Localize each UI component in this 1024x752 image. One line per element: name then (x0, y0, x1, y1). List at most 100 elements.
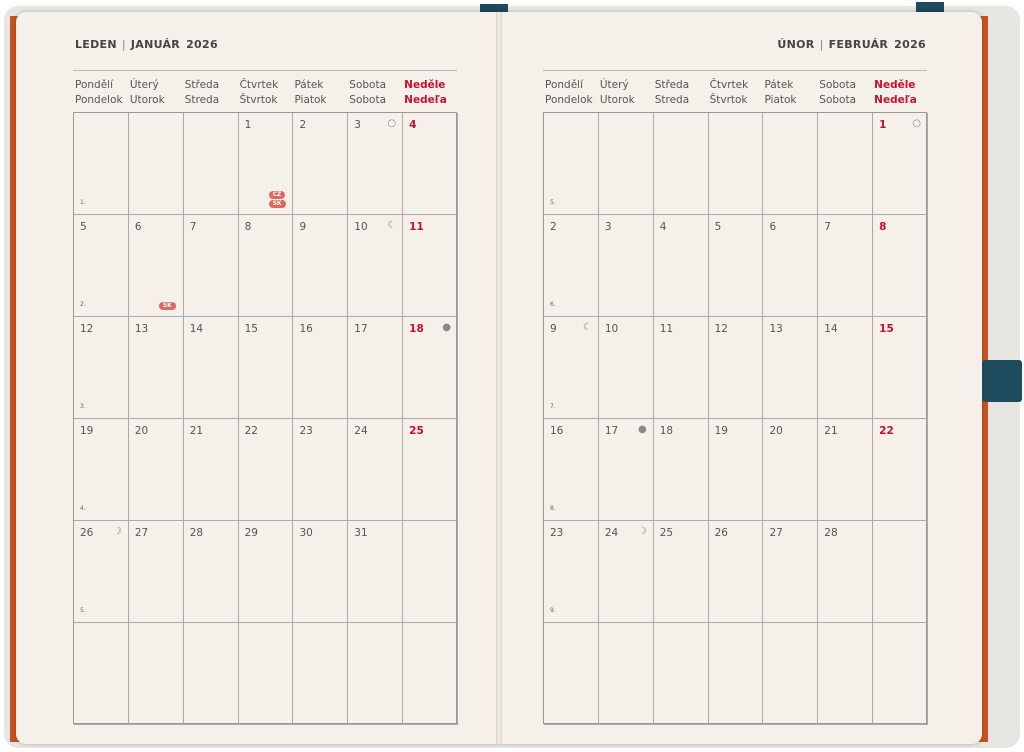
day-cell[interactable]: 1. (74, 113, 129, 215)
day-cell[interactable]: 2 (293, 113, 349, 215)
day-cell[interactable]: 18 (653, 419, 709, 521)
day-cell[interactable]: 10 ☾ (348, 215, 404, 317)
day-cell[interactable] (708, 113, 764, 215)
day-number: 13 (769, 323, 783, 335)
day-cell[interactable]: 12 (708, 317, 764, 419)
holiday-badge: CZ (268, 191, 286, 199)
day-cell[interactable]: 21 (818, 419, 874, 521)
day-cell[interactable]: 17 ● (598, 419, 654, 521)
month-title: LEDEN | JANUÁR 2026 (75, 38, 218, 51)
day-cell[interactable]: 27 (763, 521, 819, 623)
day-cell[interactable] (183, 113, 239, 215)
day-cell[interactable] (293, 623, 349, 725)
weekday-header: Neděle Nedeľa (874, 78, 929, 108)
day-cell[interactable]: 8 (873, 215, 929, 317)
day-cell[interactable] (128, 623, 184, 725)
header-rule (73, 70, 457, 71)
day-cell[interactable] (128, 113, 184, 215)
day-cell[interactable] (763, 623, 819, 725)
day-cell[interactable]: 3 (598, 215, 654, 317)
day-cell[interactable]: 9 ☾ 7. (544, 317, 599, 419)
day-cell[interactable]: 21 (183, 419, 239, 521)
day-cell[interactable]: 7 (818, 215, 874, 317)
day-cell[interactable]: 16 (293, 317, 349, 419)
day-cell[interactable]: 10 (598, 317, 654, 419)
day-cell[interactable] (74, 623, 129, 725)
day-cell[interactable] (873, 623, 929, 725)
day-cell[interactable] (238, 623, 294, 725)
day-cell[interactable]: 26 ☽ 5. (74, 521, 129, 623)
day-cell[interactable]: 13 (763, 317, 819, 419)
day-cell[interactable]: 20 (763, 419, 819, 521)
day-cell[interactable]: 29 (238, 521, 294, 623)
day-cell[interactable]: 25 (403, 419, 459, 521)
day-number: 11 (659, 323, 674, 335)
day-cell[interactable] (653, 623, 709, 725)
day-cell[interactable] (183, 623, 239, 725)
day-number: 8 (879, 221, 887, 233)
day-cell[interactable]: 15 (873, 317, 929, 419)
day-cell[interactable] (873, 521, 929, 623)
day-cell[interactable] (598, 623, 654, 725)
day-cell[interactable]: 25 (653, 521, 709, 623)
day-number: 28 (189, 527, 204, 539)
day-cell[interactable]: 23 (293, 419, 349, 521)
day-cell[interactable]: 16 8. (544, 419, 599, 521)
day-number: 6 (769, 221, 777, 233)
day-cell[interactable]: 2 6. (544, 215, 599, 317)
day-cell[interactable]: 5 (708, 215, 764, 317)
day-cell[interactable]: 24 ☽ (598, 521, 654, 623)
day-cell[interactable]: 6 SK (128, 215, 184, 317)
day-cell[interactable]: 20 (128, 419, 184, 521)
day-cell[interactable] (544, 623, 599, 725)
day-cell[interactable]: 14 (183, 317, 239, 419)
day-cell[interactable]: 13 (128, 317, 184, 419)
day-cell[interactable]: 28 (818, 521, 874, 623)
day-cell[interactable] (818, 623, 874, 725)
day-cell[interactable]: 28 (183, 521, 239, 623)
day-cell[interactable]: 9 (293, 215, 349, 317)
day-cell[interactable]: 11 (403, 215, 459, 317)
day-cell[interactable]: 1 CZ SK (238, 113, 294, 215)
day-cell[interactable]: 6 (763, 215, 819, 317)
day-cell[interactable]: 4 (403, 113, 459, 215)
day-cell[interactable]: 24 (348, 419, 404, 521)
day-cell[interactable]: 5 2. (74, 215, 129, 317)
day-cell[interactable] (818, 113, 874, 215)
day-cell[interactable]: 19 (708, 419, 764, 521)
day-cell[interactable]: 15 (238, 317, 294, 419)
day-cell[interactable]: 22 (873, 419, 929, 521)
day-cell[interactable]: 12 3. (74, 317, 129, 419)
day-cell[interactable]: 5. (544, 113, 599, 215)
day-cell[interactable]: 4 (653, 215, 709, 317)
day-cell[interactable]: 3 ○ (348, 113, 404, 215)
day-cell[interactable]: 30 (293, 521, 349, 623)
day-cell[interactable]: 22 (238, 419, 294, 521)
day-cell[interactable]: 27 (128, 521, 184, 623)
title-separator: | (121, 38, 126, 51)
day-cell[interactable] (598, 113, 654, 215)
weekday-sk: Štvrtok (239, 94, 278, 106)
weekday-cz: Pátek (764, 79, 794, 91)
day-cell[interactable]: 14 (818, 317, 874, 419)
day-cell[interactable]: 8 (238, 215, 294, 317)
day-cell[interactable] (403, 623, 459, 725)
day-cell[interactable]: 1 ○ (873, 113, 929, 215)
day-cell[interactable] (403, 521, 459, 623)
day-cell[interactable]: 26 (708, 521, 764, 623)
day-cell[interactable] (653, 113, 709, 215)
day-cell[interactable]: 31 (348, 521, 404, 623)
day-cell[interactable] (763, 113, 819, 215)
day-cell[interactable]: 23 9. (544, 521, 599, 623)
day-cell[interactable]: 7 (183, 215, 239, 317)
day-cell[interactable]: 11 (653, 317, 709, 419)
day-number: 24 (604, 527, 619, 539)
day-cell[interactable]: 17 (348, 317, 404, 419)
bookmark-ribbon[interactable] (480, 4, 508, 14)
day-cell[interactable]: 19 4. (74, 419, 129, 521)
day-cell[interactable] (708, 623, 764, 725)
day-cell[interactable]: 18 ● (403, 317, 459, 419)
elastic-band[interactable] (982, 360, 1022, 402)
day-cell[interactable] (348, 623, 404, 725)
weekday-sk: Utorok (129, 94, 165, 106)
